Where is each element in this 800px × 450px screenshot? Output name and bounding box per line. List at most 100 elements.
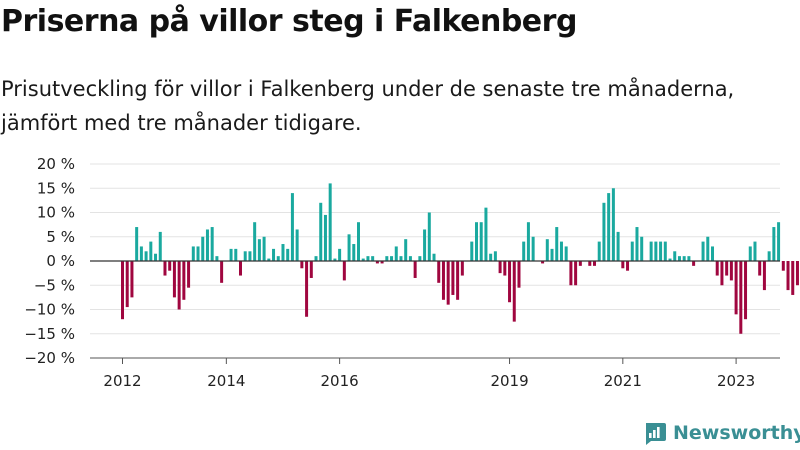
bar: [371, 256, 375, 261]
bar: [272, 248, 276, 261]
bar: [338, 248, 342, 261]
bar: [795, 261, 799, 286]
bar: [607, 193, 611, 261]
bar: [503, 261, 507, 276]
bar: [550, 248, 554, 261]
bar: [210, 227, 214, 261]
bar: [229, 248, 233, 261]
bar: [692, 261, 696, 266]
bar: [493, 251, 497, 261]
y-tick-label: 20 %: [37, 155, 75, 173]
bar: [555, 227, 559, 261]
bar: [470, 241, 474, 261]
bar: [437, 261, 441, 283]
x-tick-label: 2012: [103, 372, 141, 390]
x-tick-label: 2014: [207, 372, 245, 390]
bar: [333, 258, 337, 261]
bar: [121, 261, 124, 320]
bar: [711, 246, 714, 261]
bar: [654, 241, 658, 261]
bar: [404, 239, 408, 261]
bar: [423, 229, 427, 261]
bar: [517, 261, 521, 288]
bar: [144, 251, 148, 261]
bar: [319, 202, 323, 261]
bar: [361, 258, 365, 261]
bar: [640, 236, 644, 261]
bar: [734, 261, 738, 315]
bar: [522, 241, 526, 261]
y-tick-label: −20 %: [24, 349, 75, 367]
bar: [531, 236, 535, 261]
bar: [357, 222, 360, 261]
bar: [725, 261, 729, 276]
bar: [588, 261, 592, 266]
bar: [441, 261, 445, 300]
bar: [413, 261, 417, 278]
bar: [352, 244, 356, 261]
bar: [418, 256, 422, 261]
bar: [630, 241, 634, 261]
bar: [777, 222, 781, 261]
bar: [158, 231, 162, 261]
y-tick-label: 10 %: [37, 204, 75, 222]
bar: [460, 261, 464, 276]
x-tick-label: 2023: [717, 372, 755, 390]
bar: [375, 261, 379, 264]
bar: [701, 241, 705, 261]
bar: [611, 188, 615, 261]
bar: [187, 261, 191, 288]
bar: [290, 193, 294, 261]
bar: [432, 253, 436, 261]
bar: [668, 258, 672, 261]
bar: [762, 261, 766, 291]
bar: [262, 236, 266, 261]
bar: [446, 261, 450, 305]
bar: [564, 246, 568, 261]
bar: [541, 261, 545, 264]
bar: [390, 256, 394, 261]
bar: [720, 261, 724, 286]
y-tick-label: 5 %: [46, 228, 75, 246]
y-tick-label: 15 %: [37, 179, 75, 197]
bar: [163, 261, 167, 276]
bar: [673, 251, 677, 261]
bar: [739, 261, 743, 334]
x-axis-ticks: 2012201420162019202120232025: [90, 357, 780, 390]
bar: [168, 261, 172, 271]
bar: [399, 256, 403, 261]
bar: [205, 229, 209, 261]
bar: [323, 214, 327, 261]
bar: [182, 261, 186, 300]
bar: [286, 248, 290, 261]
bar: [578, 261, 582, 266]
bar: [130, 261, 134, 298]
bar: [191, 246, 195, 261]
bar: [201, 236, 205, 261]
bar: [593, 261, 596, 266]
bar: [380, 261, 384, 264]
bar: [408, 256, 412, 261]
bar: [475, 222, 478, 261]
y-tick-label: 0 %: [46, 252, 75, 270]
bar: [616, 231, 620, 261]
bar: [687, 256, 691, 261]
bar: [253, 222, 257, 261]
bar: [300, 261, 304, 269]
bar: [715, 261, 719, 276]
bar: [248, 251, 252, 261]
bar: [281, 244, 285, 261]
bar: [342, 261, 346, 281]
bar: [135, 227, 139, 261]
bar: [753, 241, 757, 261]
bar: [309, 261, 313, 278]
bar: [305, 261, 309, 317]
bar: [215, 256, 219, 261]
bar: [508, 261, 512, 303]
bar: [484, 207, 488, 261]
bar: [427, 212, 431, 261]
bar: [295, 229, 299, 261]
bar: [729, 261, 733, 281]
chart-title: Priserna på villor steg i Falkenberg: [1, 4, 577, 39]
bar: [125, 261, 129, 308]
